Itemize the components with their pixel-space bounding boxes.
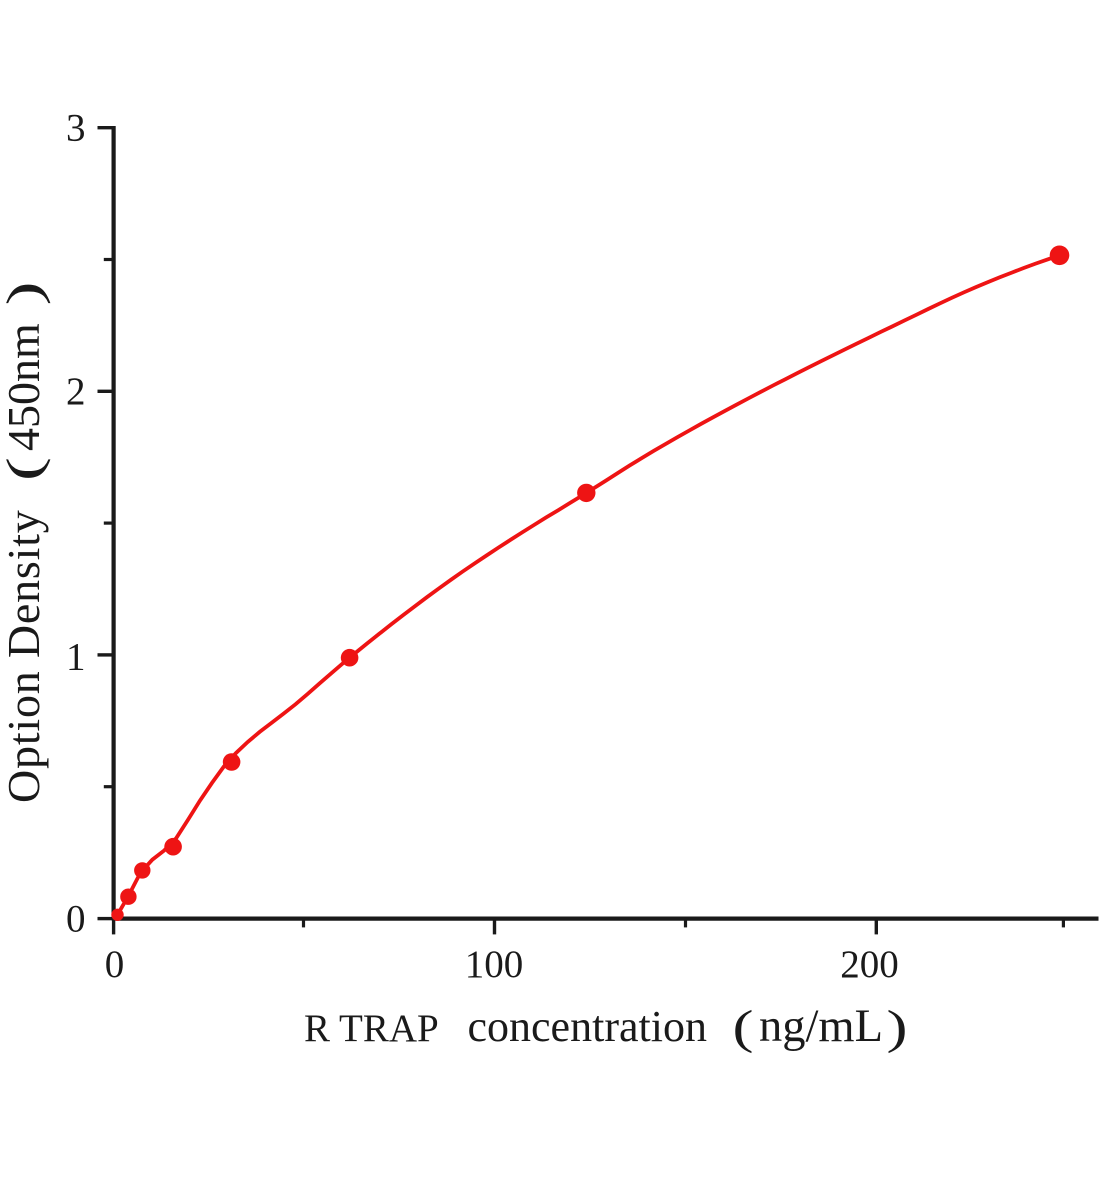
svg-text:R TRAP: R TRAP (304, 1007, 439, 1050)
svg-text:0: 0 (66, 897, 86, 940)
svg-text:200: 200 (840, 943, 899, 986)
svg-text:3: 3 (66, 107, 86, 150)
svg-text:): ) (887, 1001, 908, 1054)
svg-text:1: 1 (66, 636, 86, 679)
svg-text:concentration: concentration (468, 1002, 707, 1051)
svg-text:450nm: 450nm (0, 323, 49, 451)
svg-text:(: ( (733, 1001, 754, 1054)
svg-text:ng/mL: ng/mL (759, 1001, 883, 1052)
svg-text:0: 0 (105, 943, 125, 986)
svg-text:): ) (0, 282, 51, 306)
svg-text:Option Density: Option Density (0, 509, 49, 803)
svg-text:100: 100 (465, 943, 524, 986)
svg-text:(: ( (0, 457, 51, 481)
svg-text:2: 2 (66, 370, 86, 413)
